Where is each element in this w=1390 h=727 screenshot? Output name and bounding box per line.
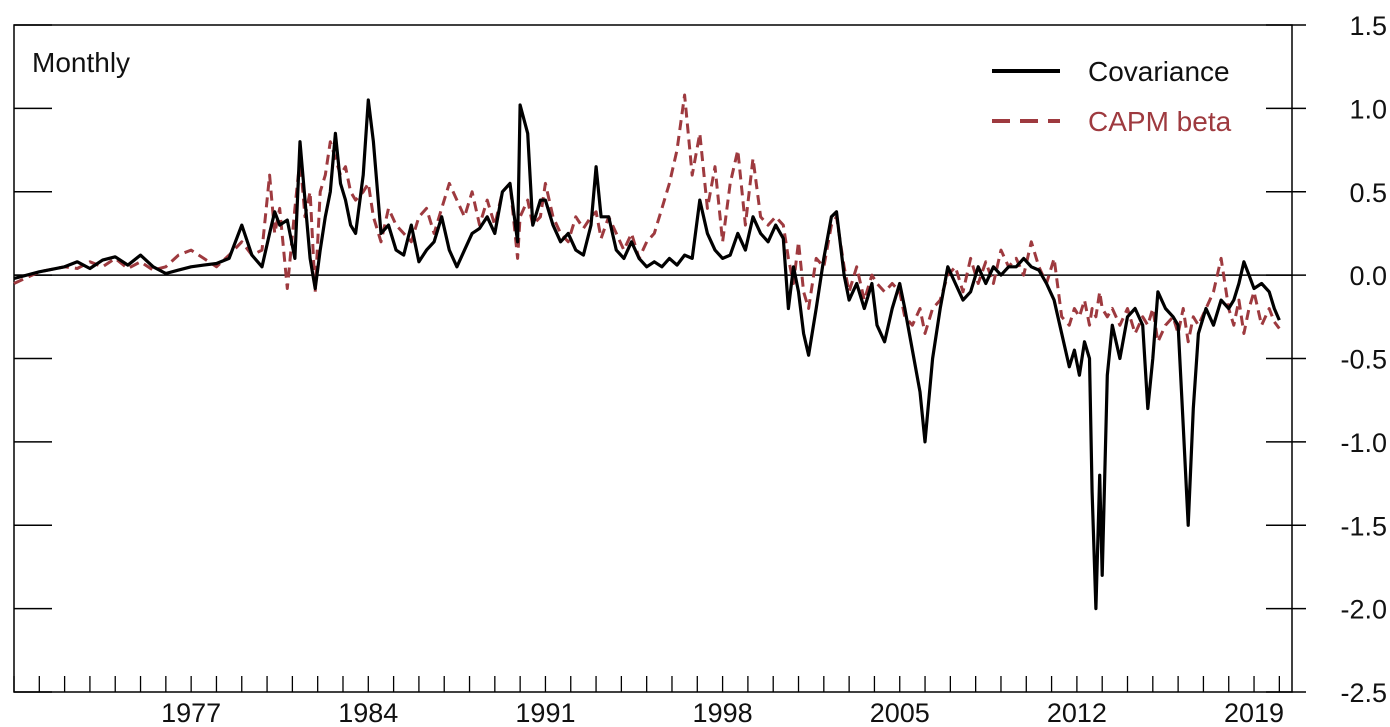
legend: Covariance CAPM beta: [992, 56, 1232, 137]
legend-label-capm-beta: CAPM beta: [1088, 106, 1232, 137]
y-tick-label--2.5: -2.5: [1340, 678, 1387, 708]
series-line-covariance: [13, 98, 1281, 611]
legend-label-covariance: Covariance: [1088, 56, 1230, 87]
y-tick-label--0.5: -0.5: [1340, 345, 1387, 375]
y-axis: 1.5 1.0 0.5 0.0 -0.5 -1.0 -1.5 -2.0 -2.5: [14, 11, 1387, 708]
y-tick-label--2.0: -2.0: [1340, 595, 1387, 625]
y-tick-label-1.5: 1.5: [1349, 11, 1387, 41]
y-tick-label-1.0: 1.0: [1349, 94, 1387, 124]
x-tick-label-1984: 1984: [338, 698, 398, 727]
x-tick-label-1991: 1991: [515, 698, 575, 727]
x-axis: 1977 1984 1991 1998 2005 2012 2019: [13, 676, 1284, 727]
y-tick-label-0.5: 0.5: [1349, 178, 1387, 208]
x-tick-label-1998: 1998: [693, 698, 753, 727]
y-tick-label-0.0: 0.0: [1349, 261, 1387, 291]
x-tick-label-2019: 2019: [1224, 698, 1284, 727]
x-tick-label-2012: 2012: [1047, 698, 1107, 727]
series-layer: [13, 93, 1281, 611]
x-tick-label-2005: 2005: [870, 698, 930, 727]
y-tick-label--1.5: -1.5: [1340, 511, 1387, 541]
panel-label: Monthly: [32, 47, 130, 78]
y-tick-label--1.0: -1.0: [1340, 428, 1387, 458]
x-tick-label-1977: 1977: [161, 698, 221, 727]
